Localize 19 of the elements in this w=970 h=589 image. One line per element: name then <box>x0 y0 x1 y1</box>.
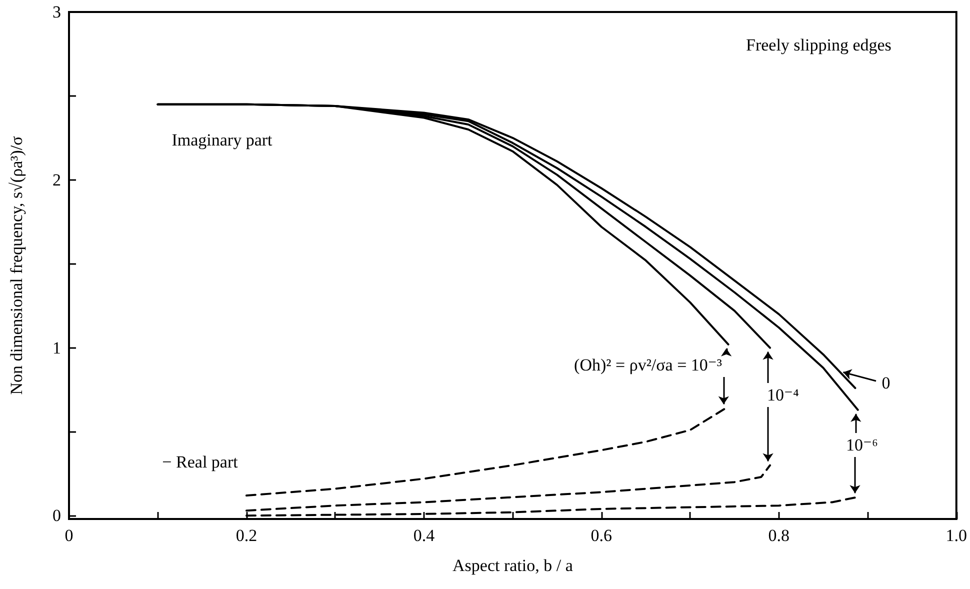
x-tick-label: 0.4 <box>413 526 436 545</box>
annotation: Imaginary part <box>172 130 273 150</box>
x-tick-label: 0 <box>64 526 74 545</box>
y-tick-label: 3 <box>52 2 61 22</box>
annotation: 0 <box>882 374 890 392</box>
x-tick-label: 1.0 <box>946 526 967 545</box>
x-axis-title: Aspect ratio, b / a <box>452 556 574 575</box>
x-tick-label: 0.2 <box>236 526 258 545</box>
y-tick-label: 2 <box>52 170 61 190</box>
x-tick-label: 0.6 <box>590 526 612 545</box>
annotation: 10⁻⁶ <box>846 436 878 454</box>
y-tick-label: 1 <box>52 338 61 358</box>
annotation: 10⁻⁴ <box>767 386 800 404</box>
annotation: − Real part <box>162 452 238 472</box>
annotation: (Oh)² = ρv²/σa = 10⁻³ <box>574 356 722 374</box>
y-axis-title: Non dimensional frequency, s√(ρa³)/σ <box>7 136 26 395</box>
y-tick-label: 0 <box>52 506 61 526</box>
annotation: Freely slipping edges <box>746 36 892 54</box>
x-tick-label: 0.8 <box>768 526 790 545</box>
